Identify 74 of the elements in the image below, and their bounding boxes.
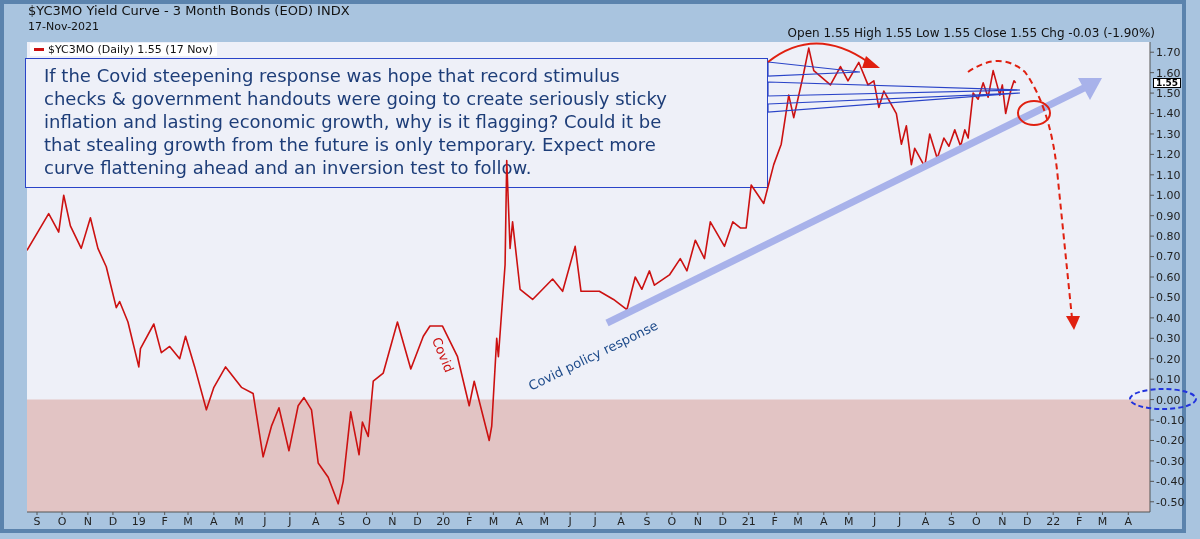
- x-tick-label: S: [947, 514, 955, 528]
- x-tick-label: A: [210, 514, 219, 528]
- x-tick-label: M: [539, 514, 550, 528]
- x-tick-label: A: [617, 514, 626, 528]
- chart-subtitle: 17-Nov-2021: [28, 20, 100, 33]
- x-tick-label: S: [643, 514, 651, 528]
- legend-label: $YC3MO (Daily) 1.55 (17 Nov): [48, 43, 213, 56]
- x-tick-label: M: [183, 514, 193, 528]
- x-tick-label: O: [667, 514, 677, 528]
- y-tick-label: -0.40: [1156, 475, 1185, 489]
- y-tick-label: 0.90: [1156, 209, 1181, 223]
- y-tick-label: 1.30: [1156, 127, 1181, 141]
- x-tick-label: M: [844, 514, 854, 528]
- x-tick-label: F: [161, 514, 168, 528]
- y-tick-label: 1.00: [1156, 189, 1181, 203]
- x-tick-label: F: [771, 514, 778, 528]
- x-tick-label: J: [872, 514, 877, 528]
- y-tick-label: -0.20: [1156, 434, 1185, 448]
- y-tick-label: -0.30: [1156, 454, 1185, 468]
- line-series: [27, 47, 1017, 505]
- x-tick-label: A: [311, 514, 320, 528]
- y-tick-label: 0.80: [1156, 230, 1181, 244]
- x-tick-label: M: [1097, 514, 1108, 528]
- x-tick-label: D: [108, 514, 118, 528]
- x-tick-label: O: [57, 514, 67, 528]
- x-tick-label: F: [1075, 514, 1083, 528]
- x-tick-label: A: [515, 514, 524, 528]
- y-tick-label: 0.70: [1156, 250, 1181, 264]
- y-tick-label: 1.40: [1156, 107, 1181, 121]
- x-tick-label: D: [718, 514, 728, 528]
- y-tick-label: 1.20: [1156, 148, 1181, 162]
- y-tick-label: 0.00: [1156, 393, 1181, 407]
- x-tick-label: A: [1124, 514, 1133, 528]
- x-tick-label: A: [820, 514, 829, 528]
- y-tick-label: -0.10: [1156, 413, 1185, 427]
- y-tick-label: 1.70: [1156, 46, 1181, 60]
- x-tick-label: M: [234, 514, 244, 528]
- x-tick-label: M: [488, 514, 499, 528]
- chart-title: $YC3MO Yield Curve - 3 Month Bonds (EOD) INDX: [28, 3, 350, 18]
- y-tick-label: 0.30: [1156, 332, 1181, 346]
- x-tick-label: J: [897, 514, 902, 528]
- x-tick-label: J: [567, 514, 572, 528]
- x-tick-label: J: [592, 514, 597, 528]
- x-tick-label: 22: [1046, 514, 1061, 528]
- x-tick-label: N: [998, 514, 1007, 528]
- y-tick-label: 1.60: [1156, 66, 1181, 80]
- x-tick-label: S: [338, 514, 346, 528]
- text: 1.55: [1153, 77, 1181, 88]
- x-tick-label: O: [362, 514, 372, 528]
- y-tick-label: 0.50: [1156, 291, 1181, 305]
- x-tick-label: N: [693, 514, 702, 528]
- x-tick-label: O: [972, 514, 982, 528]
- y-tick-label: -0.50: [1156, 495, 1185, 509]
- y-tick-label: 1.10: [1156, 168, 1181, 182]
- x-tick-label: N: [83, 514, 93, 528]
- x-tick-label: D: [1023, 514, 1032, 528]
- text: Open 1.55 High 1.55 Low 1.55 Close 1.55 Chg -0.03 (-1.90%): [786, 26, 1155, 40]
- annotation: Covid: [429, 335, 457, 375]
- x-tick-label: 19: [131, 514, 146, 528]
- y-tick-label: 0.20: [1156, 352, 1181, 366]
- x-tick-label: J: [262, 514, 267, 528]
- x-tick-label: 21: [741, 514, 756, 528]
- x-tick-label: M: [793, 514, 803, 528]
- x-tick-label: 20: [436, 514, 451, 528]
- x-tick-label: D: [413, 514, 422, 528]
- y-tick-label: 0.40: [1156, 311, 1181, 325]
- x-tick-label: F: [466, 514, 473, 528]
- y-tick-label: 1.50: [1156, 86, 1181, 100]
- x-tick-label: N: [388, 514, 397, 528]
- y-tick-label: 0.10: [1156, 373, 1181, 387]
- y-tick-label: 0.60: [1156, 270, 1181, 284]
- x-tick-label: A: [921, 514, 930, 528]
- x-tick-label: S: [33, 514, 41, 528]
- x-tick-label: J: [287, 514, 292, 528]
